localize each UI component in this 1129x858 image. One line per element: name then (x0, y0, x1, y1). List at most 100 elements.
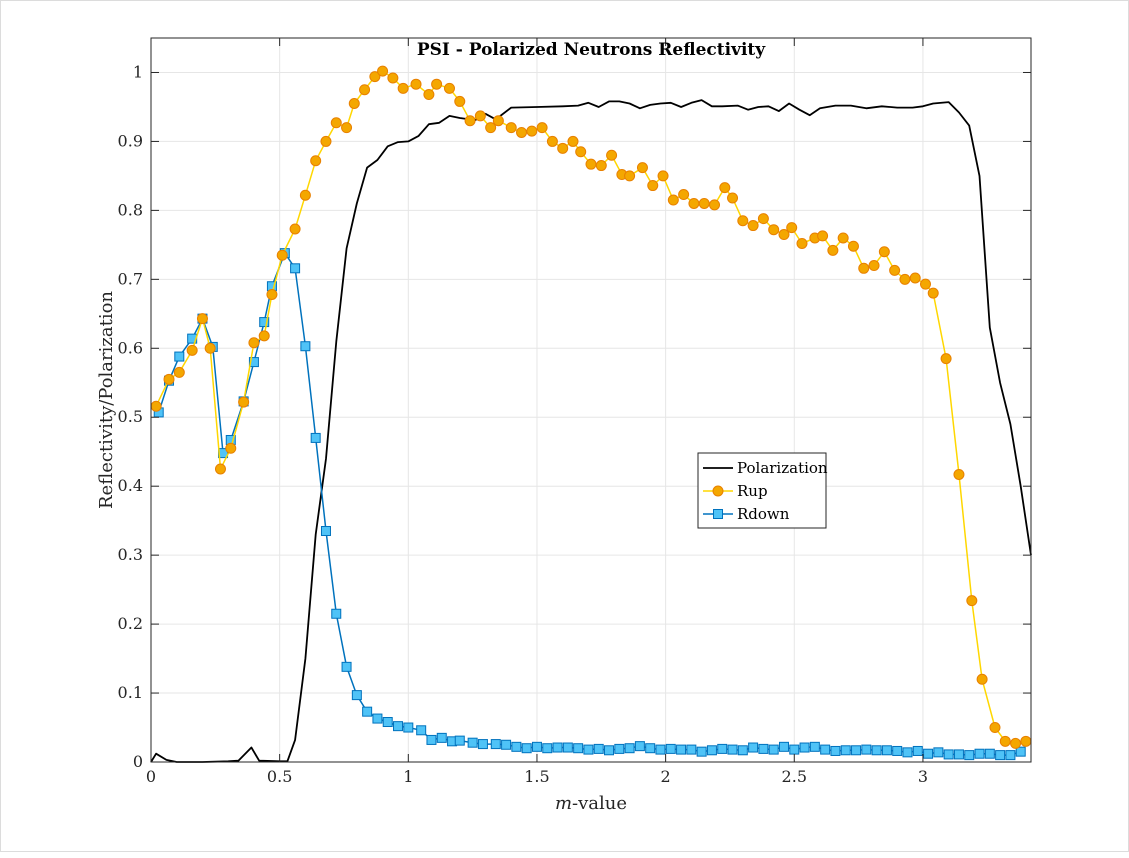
data-point-rdown (686, 744, 697, 755)
data-point-rdown (892, 745, 903, 756)
x-axis-label-italic: m (555, 793, 572, 814)
data-point-rup (567, 135, 579, 147)
x-tick-label: 3 (918, 767, 928, 786)
data-point-rdown (943, 749, 954, 760)
data-point-rup (899, 273, 911, 285)
data-point-rup (688, 197, 700, 209)
data-point-rup (196, 313, 208, 325)
x-tick-label: 2.5 (782, 767, 807, 786)
data-point-rup (1020, 735, 1032, 747)
x-axis-label: m-value (555, 793, 627, 814)
data-point-rup (505, 122, 517, 134)
y-tick-label: 1 (133, 62, 143, 81)
data-point-rdown (467, 737, 478, 748)
data-point-rup (1010, 737, 1022, 749)
y-tick-label: 0.3 (118, 545, 143, 564)
data-point-rdown (912, 745, 923, 756)
data-point-rup (878, 246, 890, 258)
data-point-rdown (372, 713, 383, 724)
data-point-rdown (174, 351, 185, 362)
x-tick-label: 0.5 (267, 767, 292, 786)
data-point-rdown (851, 745, 862, 756)
data-point-rup (276, 249, 288, 261)
y-tick-label: 0.1 (118, 683, 143, 702)
data-point-rup (310, 155, 322, 167)
data-point-rup (909, 272, 921, 284)
data-point-rdown (531, 741, 542, 752)
data-point-rup (173, 366, 185, 378)
legend-marker-rup (712, 485, 724, 497)
data-point-rdown (1015, 746, 1026, 757)
data-point-rup (225, 442, 237, 454)
data-point-rup (485, 122, 497, 134)
data-point-rup (719, 182, 731, 194)
data-point-rdown (778, 741, 789, 752)
data-point-rup (359, 84, 371, 96)
data-point-rup (737, 215, 749, 227)
data-point-rdown (300, 341, 311, 352)
data-point-rdown (259, 317, 270, 328)
data-point-rdown (562, 742, 573, 753)
data-point-rdown (768, 744, 779, 755)
data-point-rup (606, 149, 618, 161)
data-point-rup (940, 353, 952, 365)
y-tick-label: 0.4 (118, 476, 143, 495)
data-point-rdown (248, 357, 259, 368)
data-point-rdown (331, 608, 342, 619)
data-point-rup (858, 262, 870, 274)
data-point-rdown (573, 743, 584, 754)
data-point-rdown (748, 742, 759, 753)
data-point-rup (595, 160, 607, 172)
data-point-rup (647, 180, 659, 192)
data-point-rup (747, 220, 759, 232)
data-point-rup (474, 110, 486, 122)
data-point-rup (387, 72, 399, 84)
data-point-rdown (634, 741, 645, 752)
data-point-rup (289, 223, 301, 235)
data-point-rup (698, 197, 710, 209)
data-point-rup (817, 230, 829, 242)
data-point-rup (320, 135, 332, 147)
data-point-rup (186, 344, 198, 356)
data-point-rup (999, 735, 1011, 747)
data-point-rdown (416, 725, 427, 736)
data-point-rdown (542, 743, 553, 754)
data-point-rdown (923, 748, 934, 759)
x-tick-label: 2 (661, 767, 671, 786)
data-point-rup (341, 122, 353, 134)
data-point-rdown (521, 743, 532, 754)
data-point-rup (953, 468, 965, 480)
data-point-rdown (477, 739, 488, 750)
plot-area (151, 38, 1031, 762)
data-point-rup (163, 373, 175, 385)
x-tick-label: 1.5 (524, 767, 549, 786)
data-point-rdown (799, 742, 810, 753)
data-point-rup (454, 95, 466, 107)
data-point-rdown (351, 690, 362, 701)
data-point-rup (757, 213, 769, 225)
data-point-rdown (614, 743, 625, 754)
data-point-rup (966, 595, 978, 607)
x-tick-label: 1 (403, 767, 413, 786)
ticks (150, 38, 1031, 763)
data-point-rdown (403, 722, 414, 733)
data-point-rdown (655, 744, 666, 755)
data-point-rup (377, 65, 389, 77)
data-point-rup (727, 192, 739, 204)
data-point-rdown (953, 749, 964, 760)
legend-label-rdown: Rdown (737, 505, 790, 523)
data-point-rup (238, 396, 250, 408)
x-axis-label-rest: -value (572, 793, 627, 814)
data-point-rup (348, 98, 360, 110)
data-point-rup (150, 400, 162, 412)
data-point-rdown (881, 745, 892, 756)
data-point-rdown (604, 745, 615, 756)
data-point-rdown (676, 744, 687, 755)
data-point-rup (989, 722, 1001, 734)
data-point-rup (431, 78, 443, 90)
chart-title: PSI - Polarized Neutrons Reflectivity (417, 40, 766, 60)
data-point-rup (557, 142, 569, 154)
data-point-rup (410, 78, 422, 90)
data-point-rup (526, 125, 538, 137)
